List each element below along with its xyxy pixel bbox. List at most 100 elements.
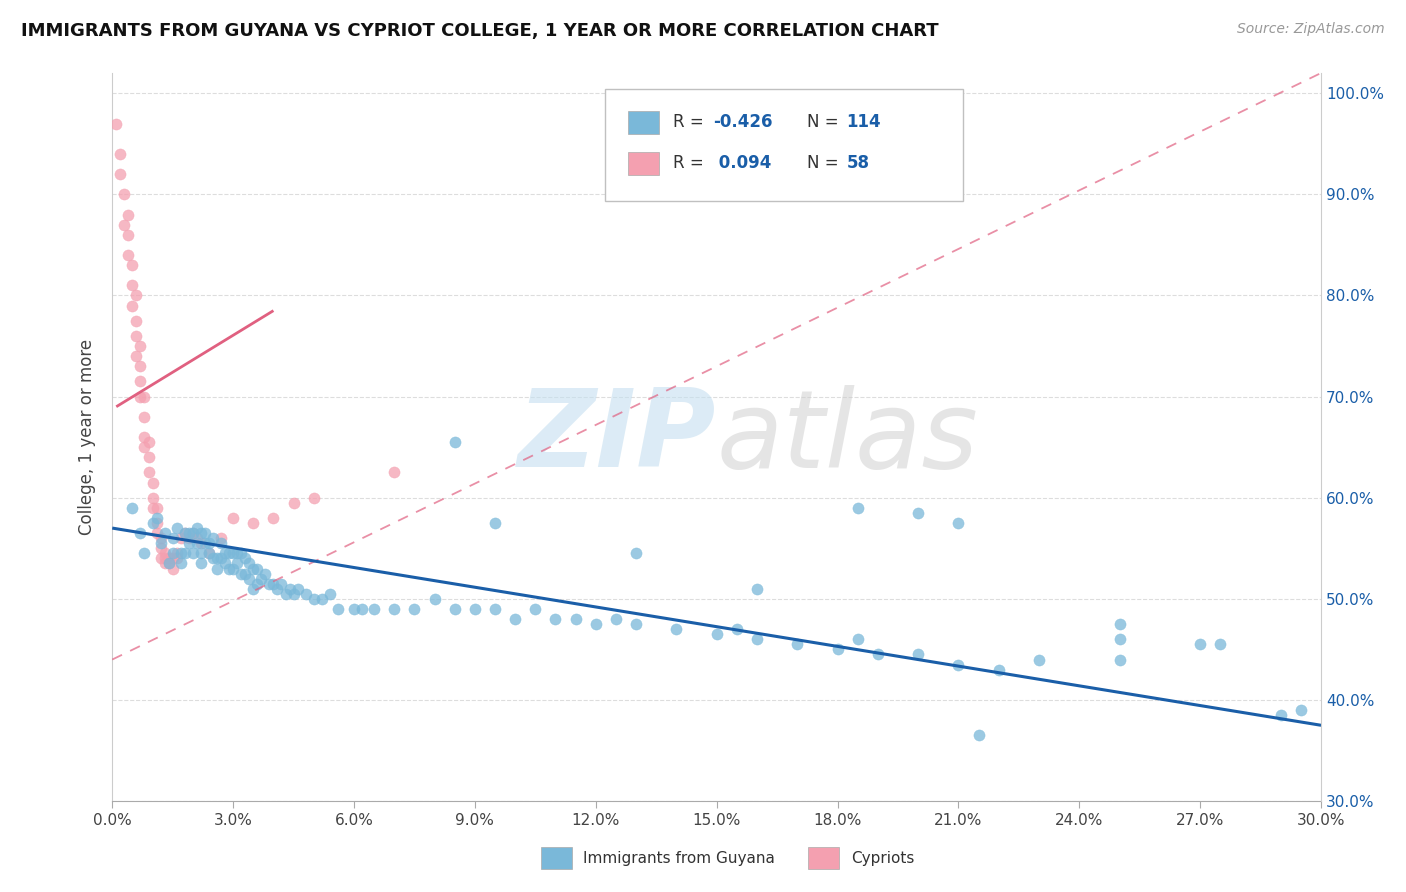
Point [1189, 637, 1212, 651]
Point [181, 526, 204, 541]
Point [153, 526, 176, 541]
Point [209, 536, 232, 550]
Point [145, 516, 167, 530]
Point [110, 167, 132, 181]
Point [166, 546, 188, 560]
Point [1289, 703, 1312, 717]
Text: IMMIGRANTS FROM GUYANA VS CYPRIOT COLLEGE, 1 YEAR OR MORE CORRELATION CHART: IMMIGRANTS FROM GUYANA VS CYPRIOT COLLEG… [21, 22, 939, 40]
Point [326, 602, 349, 616]
Point [226, 557, 249, 571]
Point [173, 526, 195, 541]
Point [443, 435, 465, 450]
Point [153, 546, 176, 560]
Point [278, 582, 301, 596]
Text: 114: 114 [846, 113, 882, 131]
Point [129, 526, 152, 541]
Point [129, 359, 152, 374]
Point [242, 561, 264, 575]
Point [967, 728, 990, 742]
Point [1108, 632, 1130, 647]
Point [162, 531, 184, 545]
Point [214, 557, 236, 571]
Point [190, 536, 212, 550]
Text: N =: N = [807, 154, 844, 172]
Point [250, 572, 273, 586]
Point [110, 147, 132, 161]
Point [190, 546, 212, 560]
Point [283, 496, 305, 510]
Point [117, 227, 139, 242]
Point [157, 557, 180, 571]
Point [254, 566, 277, 581]
Point [311, 591, 333, 606]
Point [125, 314, 148, 328]
Point [138, 450, 160, 465]
Point [745, 582, 768, 596]
Point [157, 557, 180, 571]
Point [209, 531, 232, 545]
Point [846, 500, 869, 515]
Point [145, 511, 167, 525]
Point [827, 642, 849, 657]
Text: N =: N = [807, 113, 844, 131]
Point [222, 561, 245, 575]
Point [149, 541, 172, 556]
Text: ZIP: ZIP [519, 384, 717, 490]
Point [190, 526, 212, 541]
Point [181, 526, 204, 541]
Point [948, 657, 970, 672]
Point [1028, 652, 1050, 666]
Point [624, 617, 647, 632]
Point [145, 526, 167, 541]
Point [233, 566, 256, 581]
Point [238, 557, 260, 571]
Point [404, 602, 426, 616]
Point [125, 349, 148, 363]
Point [907, 506, 929, 520]
Point [138, 435, 160, 450]
Point [177, 536, 200, 550]
Point [129, 390, 152, 404]
Point [186, 521, 208, 535]
Point [134, 430, 156, 444]
Point [209, 551, 232, 566]
Point [987, 663, 1010, 677]
Point [319, 587, 342, 601]
Point [745, 632, 768, 647]
Point [665, 622, 688, 636]
Text: -0.426: -0.426 [713, 113, 772, 131]
Point [166, 551, 188, 566]
Point [121, 500, 143, 515]
Point [262, 576, 284, 591]
Text: 0.094: 0.094 [713, 154, 772, 172]
Point [382, 466, 405, 480]
Point [242, 516, 264, 530]
Point [205, 561, 228, 575]
Point [162, 561, 184, 575]
Point [484, 602, 506, 616]
Point [222, 546, 245, 560]
Point [262, 511, 284, 525]
Point [177, 526, 200, 541]
Point [141, 475, 163, 490]
Point [270, 576, 292, 591]
Point [274, 587, 297, 601]
Point [503, 612, 526, 626]
Point [624, 546, 647, 560]
Point [112, 187, 135, 202]
Point [129, 339, 152, 353]
Point [134, 409, 156, 424]
Point [134, 390, 156, 404]
Point [218, 546, 240, 560]
Point [141, 500, 163, 515]
Point [343, 602, 366, 616]
Point [238, 572, 260, 586]
Point [173, 526, 195, 541]
Point [352, 602, 374, 616]
Point [1209, 637, 1232, 651]
Point [246, 576, 269, 591]
Point [214, 546, 236, 560]
Point [198, 546, 221, 560]
Point [423, 591, 446, 606]
Point [283, 587, 305, 601]
